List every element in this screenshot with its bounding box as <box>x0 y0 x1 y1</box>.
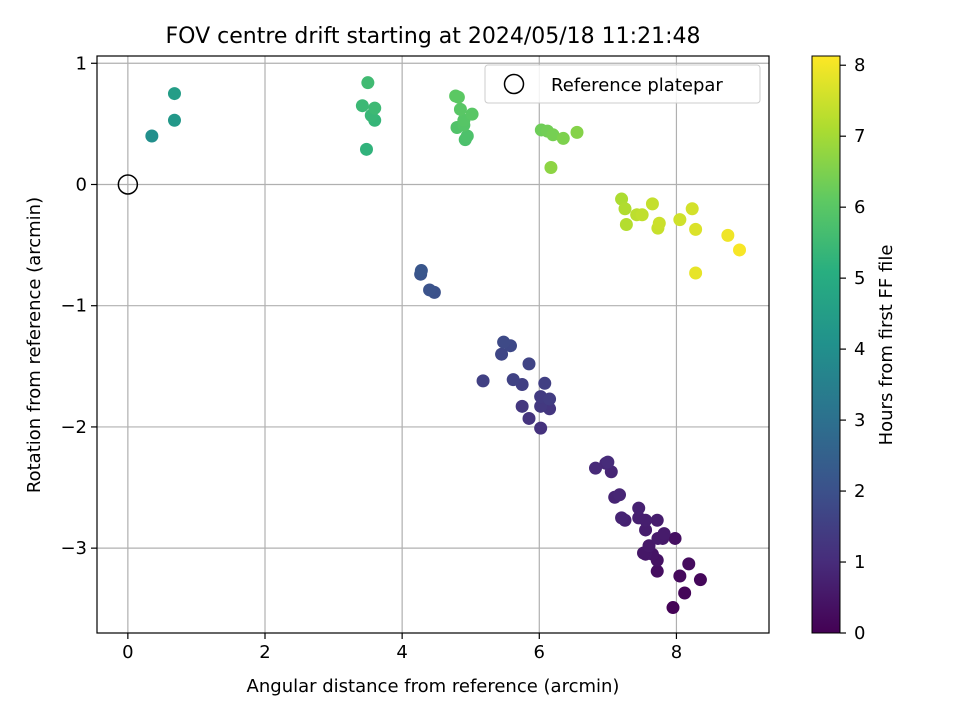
data-point <box>666 601 680 615</box>
data-point <box>682 557 696 571</box>
y-tick-label: 1 <box>76 53 87 74</box>
data-point <box>451 90 465 104</box>
data-point <box>546 128 560 142</box>
colorbar-tick-label: 2 <box>854 481 865 502</box>
data-point <box>497 335 511 349</box>
data-point <box>639 523 653 537</box>
data-point <box>556 131 570 145</box>
data-point <box>423 283 437 297</box>
data-point <box>522 411 536 425</box>
data-point <box>506 373 520 387</box>
data-point <box>721 228 735 242</box>
colorbar: 0 1 2 3 4 5 6 7 8 Hours from first FF file <box>811 55 897 644</box>
data-point <box>534 399 548 413</box>
data-point <box>167 113 181 127</box>
x-tick-label: 0 <box>122 642 133 663</box>
y-tick-label: −2 <box>60 417 87 438</box>
chart-title: FOV centre drift starting at 2024/05/18 … <box>166 24 701 49</box>
data-point <box>601 455 615 469</box>
data-point <box>685 202 699 216</box>
plot-frame <box>96 55 770 634</box>
grid-lines <box>97 56 769 633</box>
x-tick-label: 8 <box>671 642 682 663</box>
data-point <box>645 197 659 211</box>
data-point <box>618 202 632 216</box>
data-point <box>632 511 646 525</box>
data-point <box>635 208 649 222</box>
data-point <box>361 76 375 90</box>
data-point <box>460 129 474 143</box>
data-point <box>515 399 529 413</box>
legend-box <box>484 64 761 104</box>
data-point <box>414 264 428 278</box>
colorbar-tick-label: 3 <box>854 410 865 431</box>
data-point <box>534 421 548 435</box>
data-point <box>476 374 490 388</box>
data-point <box>668 531 682 545</box>
legend-label: Reference platepar <box>551 75 723 96</box>
colorbar-tick-label: 0 <box>854 623 865 644</box>
reference-platepar-point <box>117 174 139 195</box>
data-point <box>495 347 509 361</box>
colorbar-ticks: 0 1 2 3 4 5 6 7 8 <box>840 55 865 644</box>
data-point <box>544 161 558 175</box>
data-point <box>615 511 629 525</box>
data-point <box>589 461 603 475</box>
colorbar-label: Hours from first FF file <box>876 245 897 446</box>
data-point <box>673 569 687 583</box>
colorbar-gradient <box>811 55 841 634</box>
x-tick-label: 6 <box>534 642 545 663</box>
data-point <box>359 142 373 156</box>
data-points <box>145 76 747 615</box>
data-point <box>652 216 666 230</box>
data-point <box>632 501 646 515</box>
data-point <box>619 217 633 231</box>
data-point <box>657 527 671 541</box>
data-point <box>522 357 536 371</box>
colorbar-tick-label: 4 <box>854 339 865 360</box>
y-axis-ticks: 1 0 −1 −2 −3 <box>60 53 97 559</box>
data-point <box>650 513 664 527</box>
data-point <box>368 101 382 115</box>
data-point <box>733 243 747 257</box>
data-point <box>613 488 627 502</box>
data-point <box>167 87 181 101</box>
colorbar-tick-label: 6 <box>854 197 865 218</box>
data-point <box>693 573 707 587</box>
colorbar-tick-label: 8 <box>854 55 865 76</box>
data-point <box>689 266 703 280</box>
data-point <box>538 376 552 390</box>
reference-marker <box>117 174 139 195</box>
legend: Reference platepar <box>484 64 761 104</box>
x-axis-ticks: 0 2 4 6 8 <box>122 633 682 663</box>
data-point <box>650 564 664 578</box>
x-axis-label: Angular distance from reference (arcmin) <box>247 676 620 697</box>
data-point <box>689 222 703 236</box>
data-point <box>543 392 557 406</box>
data-point <box>465 107 479 121</box>
y-tick-label: 0 <box>76 174 87 195</box>
legend-marker-icon <box>503 73 525 95</box>
data-point <box>453 102 467 116</box>
y-axis-label: Rotation from reference (arcmin) <box>24 197 45 493</box>
data-point <box>642 539 656 553</box>
y-tick-label: −1 <box>60 296 87 317</box>
colorbar-tick-label: 1 <box>854 552 865 573</box>
x-tick-label: 2 <box>259 642 270 663</box>
data-point <box>145 129 159 143</box>
x-tick-label: 4 <box>396 642 407 663</box>
data-point <box>355 99 369 113</box>
data-point <box>678 586 692 600</box>
colorbar-tick-label: 7 <box>854 126 865 147</box>
y-tick-label: −3 <box>60 538 87 559</box>
data-point <box>673 213 687 227</box>
data-point <box>570 125 584 139</box>
colorbar-tick-label: 5 <box>854 268 865 289</box>
